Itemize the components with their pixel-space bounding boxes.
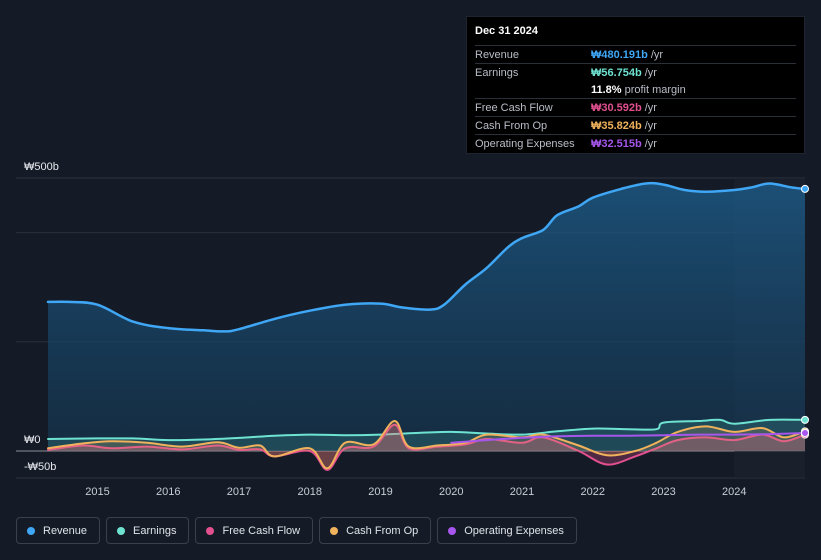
operating-expenses-line xyxy=(450,432,806,444)
legend-label: Free Cash Flow xyxy=(222,524,301,537)
chart: 2015 2016 2017 2018 2019 2020 2021 2022 2023 2024… xyxy=(16,161,809,498)
x-tick-label: 2020 xyxy=(439,486,463,498)
tooltip-row: Operating Expenses ₩32.515b/yr xyxy=(475,134,796,152)
y-axis: ₩500b ₩0 -₩50b xyxy=(24,161,59,473)
legend-label: Revenue xyxy=(43,524,88,537)
tooltip-row-label: Revenue xyxy=(475,48,520,61)
revenue-area xyxy=(48,183,805,451)
tooltip-row-unit: /yr xyxy=(644,137,657,150)
y-tick-label: -₩50b xyxy=(24,461,56,473)
legend-label: Operating Expenses xyxy=(464,524,564,537)
tooltip-row-value: ₩32.515b xyxy=(591,137,642,150)
x-tick-label: 2021 xyxy=(510,486,534,498)
legend-item-earnings[interactable]: Earnings xyxy=(106,517,190,544)
legend-item-revenue[interactable]: Revenue xyxy=(16,517,101,544)
legend-dot-icon xyxy=(206,526,215,535)
tooltip-row-label: Cash From Op xyxy=(475,119,548,132)
tooltip-row-label: Free Cash Flow xyxy=(475,101,553,114)
legend-label: Earnings xyxy=(133,524,177,537)
tooltip-row-label: Operating Expenses xyxy=(475,137,575,150)
tooltip-row-value: ₩480.191b xyxy=(591,48,648,61)
x-tick-label: 2018 xyxy=(298,486,322,498)
tooltip-row-unit: /yr xyxy=(650,48,664,61)
tooltip-row-unit: profit margin xyxy=(624,83,686,96)
tooltip-row: Free Cash Flow ₩30.592b/yr xyxy=(475,98,796,116)
tooltip-row-label: Earnings xyxy=(475,66,519,79)
operating-expenses-end-point xyxy=(801,428,809,437)
free-cash-flow-area xyxy=(48,424,805,470)
x-tick-label: 2024 xyxy=(722,486,746,498)
x-tick-label: 2019 xyxy=(368,486,392,498)
legend-item-free-cash-flow[interactable]: Free Cash Flow xyxy=(195,517,314,544)
free-cash-flow-line xyxy=(47,423,806,471)
tooltip-row-unit: /yr xyxy=(644,66,657,79)
revenue-end-point xyxy=(801,184,809,193)
tooltip-row-value: 11.8% xyxy=(591,83,622,96)
legend-dot-icon xyxy=(448,526,457,535)
tooltip-row-value: ₩35.824b xyxy=(591,119,642,132)
revenue-line xyxy=(46,181,807,333)
tooltip-panel: Dec 31 2024 Revenue ₩480.191b/yr Earnings ₩… xyxy=(466,16,805,154)
tooltip-date: Dec 31 2024 xyxy=(475,25,538,37)
earnings-line xyxy=(47,418,806,442)
earnings-end-point xyxy=(801,415,809,424)
legend-label: Cash From Op xyxy=(346,524,419,537)
tooltip-row-unit: /yr xyxy=(644,101,657,114)
legend-dot-icon xyxy=(27,526,35,535)
tooltip-row-value: ₩30.592b xyxy=(591,101,642,114)
tooltip-row: Cash From Op ₩35.824b/yr xyxy=(475,116,796,134)
legend: Revenue Earnings Free Cash Flow Cash From O… xyxy=(16,517,577,544)
x-tick-label: 2022 xyxy=(581,486,605,498)
x-axis: 2015 2016 2017 2018 2019 2020 2021 2022 2023 2024 xyxy=(85,486,746,498)
tooltip-row: Revenue ₩480.191b/yr xyxy=(475,45,796,63)
legend-dot-icon xyxy=(117,526,126,535)
tooltip-row-unit: /yr xyxy=(644,119,657,132)
y-tick-label: ₩0 xyxy=(24,434,41,446)
series-layer xyxy=(46,181,809,471)
legend-item-cash-from-op[interactable]: Cash From Op xyxy=(319,517,432,544)
tooltip-row-value: ₩56.754b xyxy=(591,66,642,79)
x-tick-label: 2015 xyxy=(85,486,109,498)
earnings-area xyxy=(48,419,805,451)
x-tick-label: 2023 xyxy=(651,486,675,498)
y-tick-label: ₩500b xyxy=(24,161,59,173)
cash-from-op-line xyxy=(47,420,806,470)
x-tick-label: 2017 xyxy=(227,486,251,498)
tooltip-row: 11.8% profit margin xyxy=(475,81,796,98)
legend-dot-icon xyxy=(330,526,339,535)
tooltip-row: Earnings ₩56.754b/yr xyxy=(475,63,796,81)
x-tick-label: 2016 xyxy=(156,486,180,498)
legend-item-operating-expenses[interactable]: Operating Expenses xyxy=(437,517,577,544)
